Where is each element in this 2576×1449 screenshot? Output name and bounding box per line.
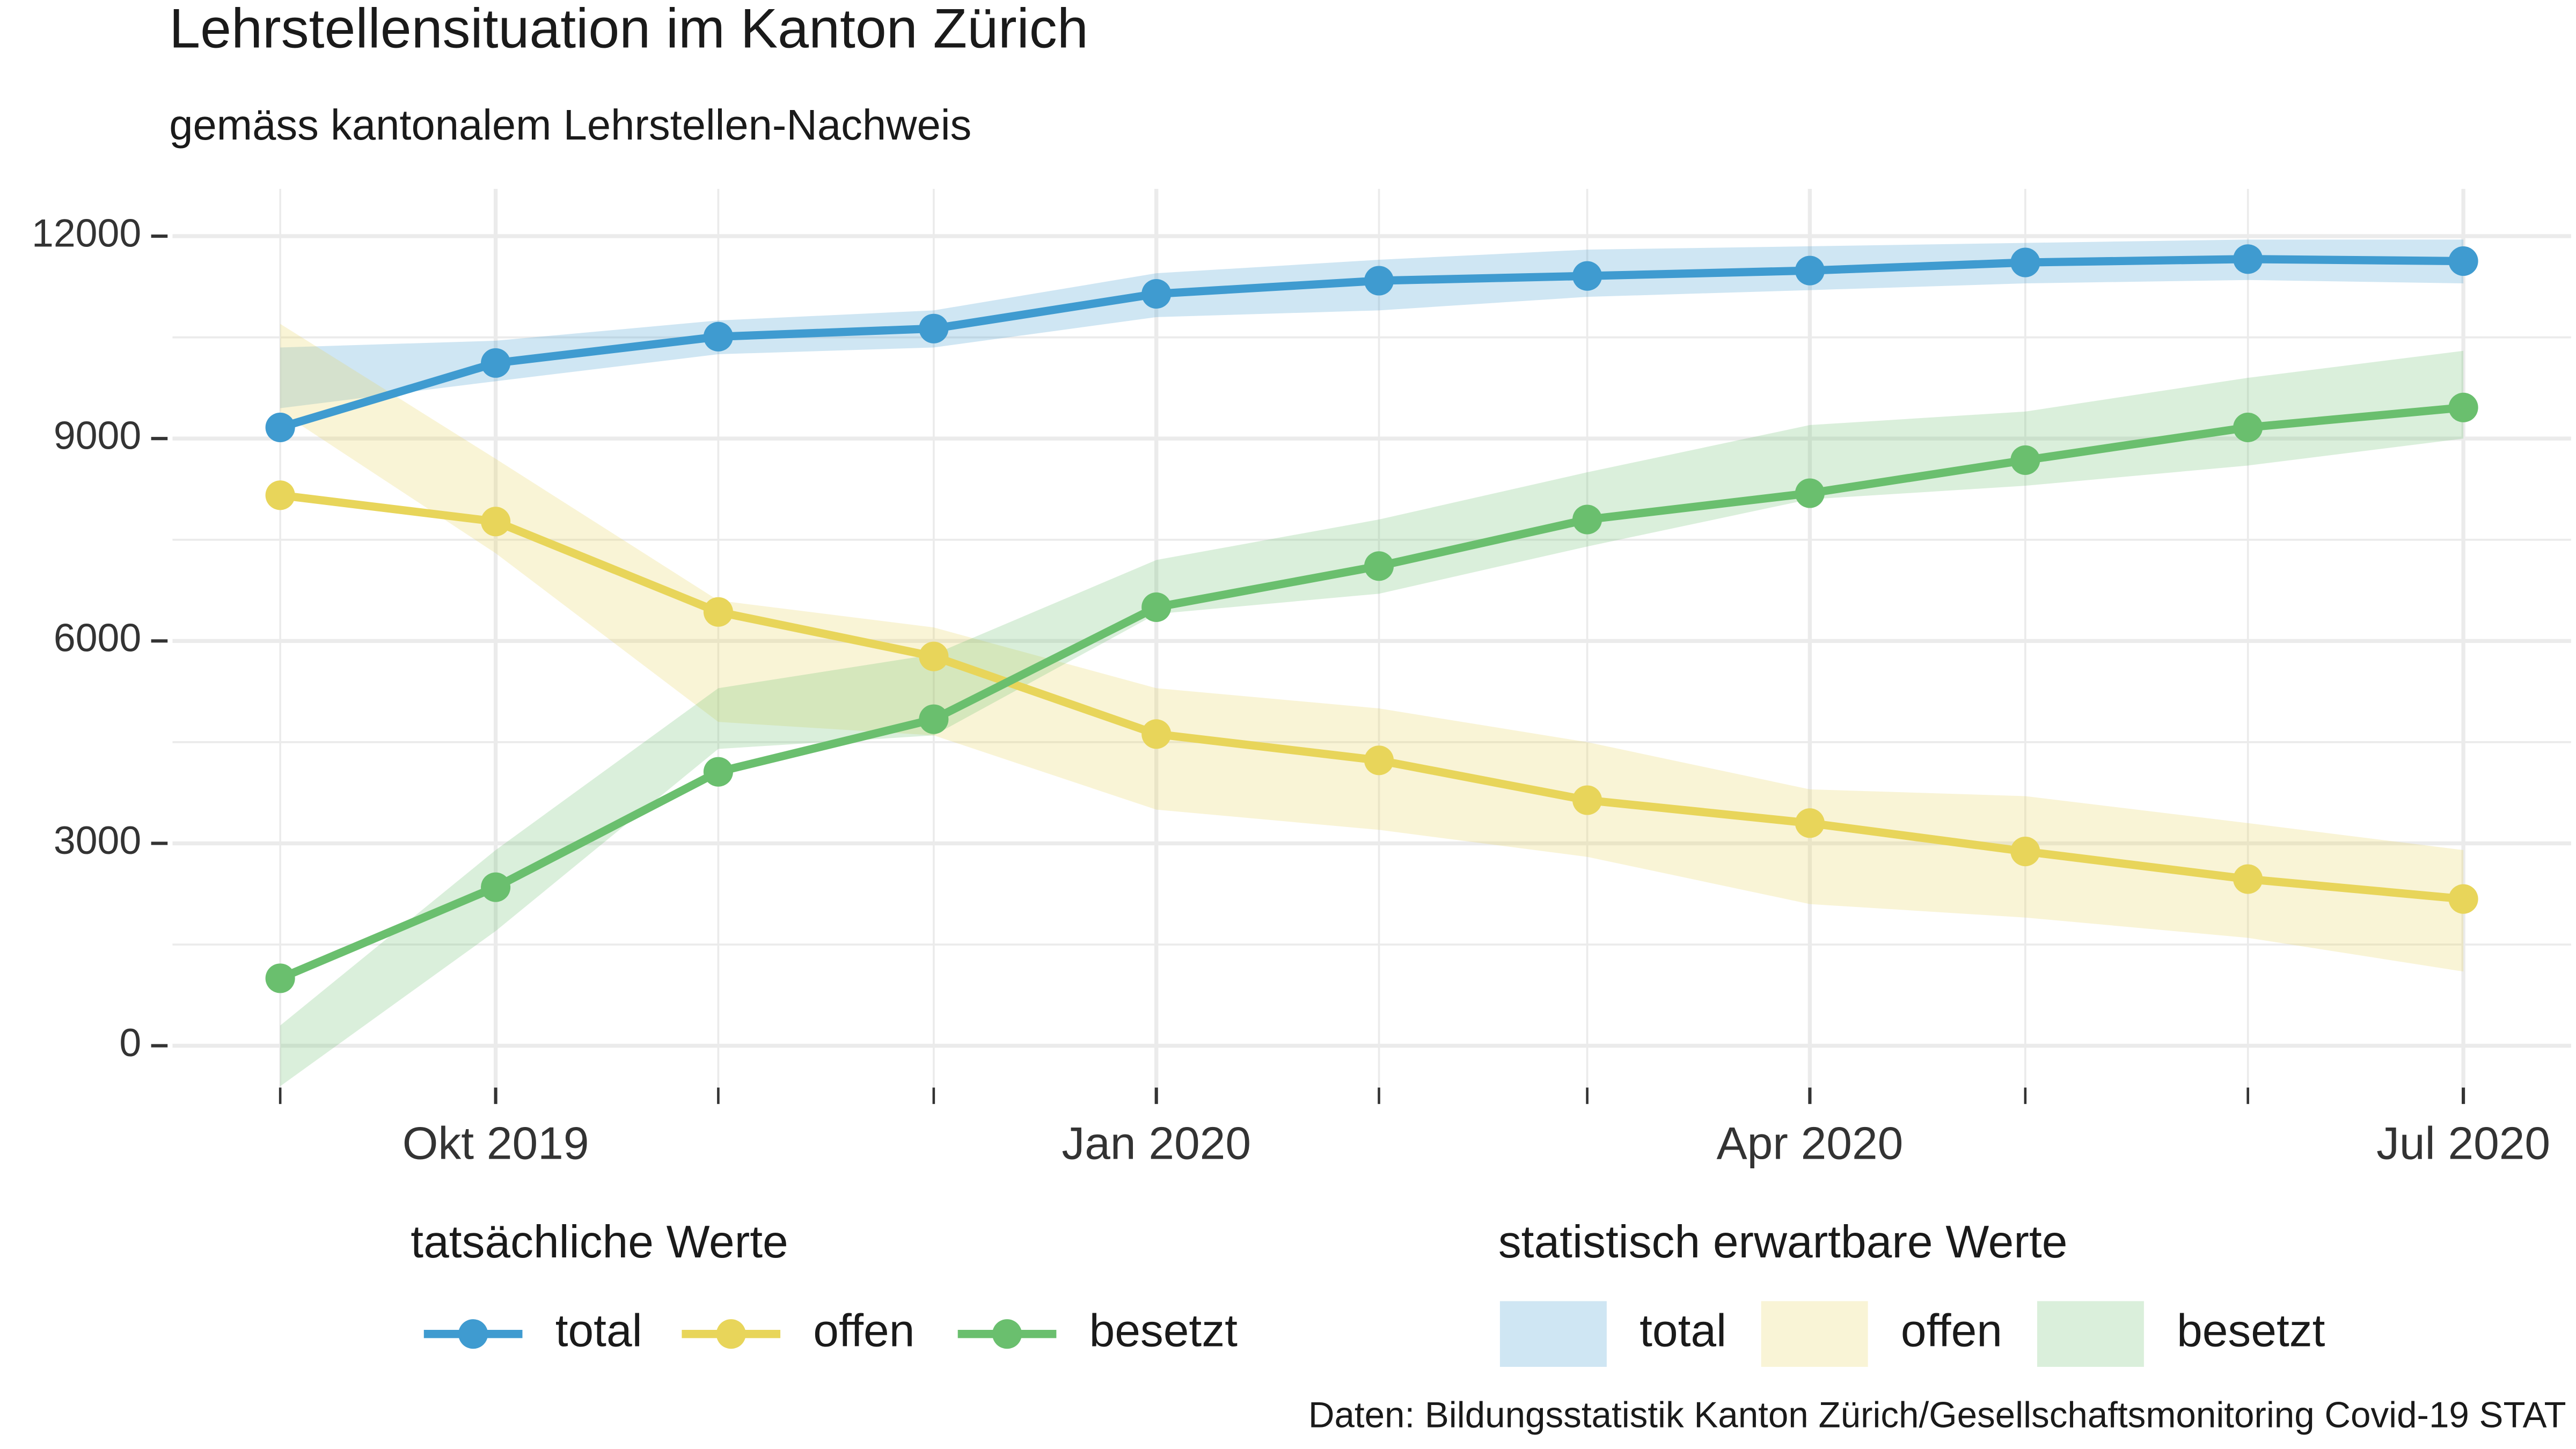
- data-point: [2010, 836, 2040, 867]
- legend-label: offen: [813, 1305, 914, 1356]
- data-point: [703, 597, 733, 627]
- data-point: [2010, 445, 2040, 475]
- legend-key: [458, 1319, 488, 1349]
- data-point: [1141, 719, 1172, 749]
- data-point: [703, 321, 733, 352]
- data-point: [1795, 808, 1825, 838]
- y-tick-label: 6000: [54, 616, 141, 660]
- data-point: [703, 757, 733, 787]
- data-point: [1572, 785, 1602, 815]
- data-point: [2010, 247, 2040, 277]
- confidence-band: [280, 239, 2464, 408]
- y-tick-label: 9000: [54, 413, 141, 458]
- data-point: [1795, 478, 1825, 508]
- data-point: [1572, 261, 1602, 291]
- data-point: [1141, 592, 1172, 623]
- band-legend-title: statistisch erwartbare Werte: [1498, 1216, 2068, 1268]
- data-point: [481, 507, 511, 537]
- legend-label: total: [555, 1305, 642, 1356]
- x-tick-label: Apr 2020: [1716, 1117, 1903, 1169]
- data-point: [1141, 279, 1172, 309]
- y-tick-label: 12000: [32, 210, 141, 255]
- data-point: [481, 872, 511, 902]
- legend-label: offen: [1901, 1305, 2002, 1356]
- legend-label: besetzt: [1089, 1305, 1238, 1356]
- legend-label: besetzt: [2177, 1305, 2325, 1356]
- data-point: [265, 412, 295, 442]
- data-point: [1795, 255, 1825, 286]
- data-point: [919, 641, 949, 671]
- data-point: [1364, 266, 1394, 296]
- data-point: [2233, 864, 2263, 894]
- data-point: [265, 963, 295, 993]
- legend-key: [1499, 1301, 1607, 1367]
- source: Daten: Bildungsstatistik Kanton Zürich/G…: [1308, 1395, 2566, 1436]
- data-point: [2448, 246, 2478, 276]
- legend-key: [716, 1319, 746, 1349]
- legend-key: [992, 1319, 1022, 1349]
- legend-label: total: [1640, 1305, 1726, 1356]
- y-tick-label: 0: [119, 1020, 141, 1065]
- x-tick-label: Okt 2019: [402, 1117, 589, 1169]
- data-point: [919, 313, 949, 343]
- chart-title: Lehrstellensituation im Kanton Zürich: [169, 0, 1088, 60]
- data-point: [919, 704, 949, 734]
- data-point: [2448, 884, 2478, 914]
- data-point: [2233, 412, 2263, 442]
- data-point: [1572, 504, 1602, 535]
- data-point: [2448, 392, 2478, 422]
- legend-key: [1761, 1301, 1868, 1367]
- x-tick-label: Jul 2020: [2376, 1117, 2550, 1169]
- y-tick-label: 3000: [54, 818, 141, 862]
- legend-title: tatsächliche Werte: [411, 1216, 788, 1268]
- legend-key: [2037, 1301, 2144, 1367]
- data-point: [265, 480, 295, 510]
- data-point: [481, 348, 511, 378]
- data-point: [1364, 745, 1394, 775]
- confidence-band: [280, 324, 2464, 972]
- data-point: [1364, 551, 1394, 581]
- data-point: [2233, 244, 2263, 274]
- chart-subtitle: gemäss kantonalem Lehrstellen-Nachweis: [169, 101, 971, 149]
- x-tick-label: Jan 2020: [1062, 1117, 1251, 1169]
